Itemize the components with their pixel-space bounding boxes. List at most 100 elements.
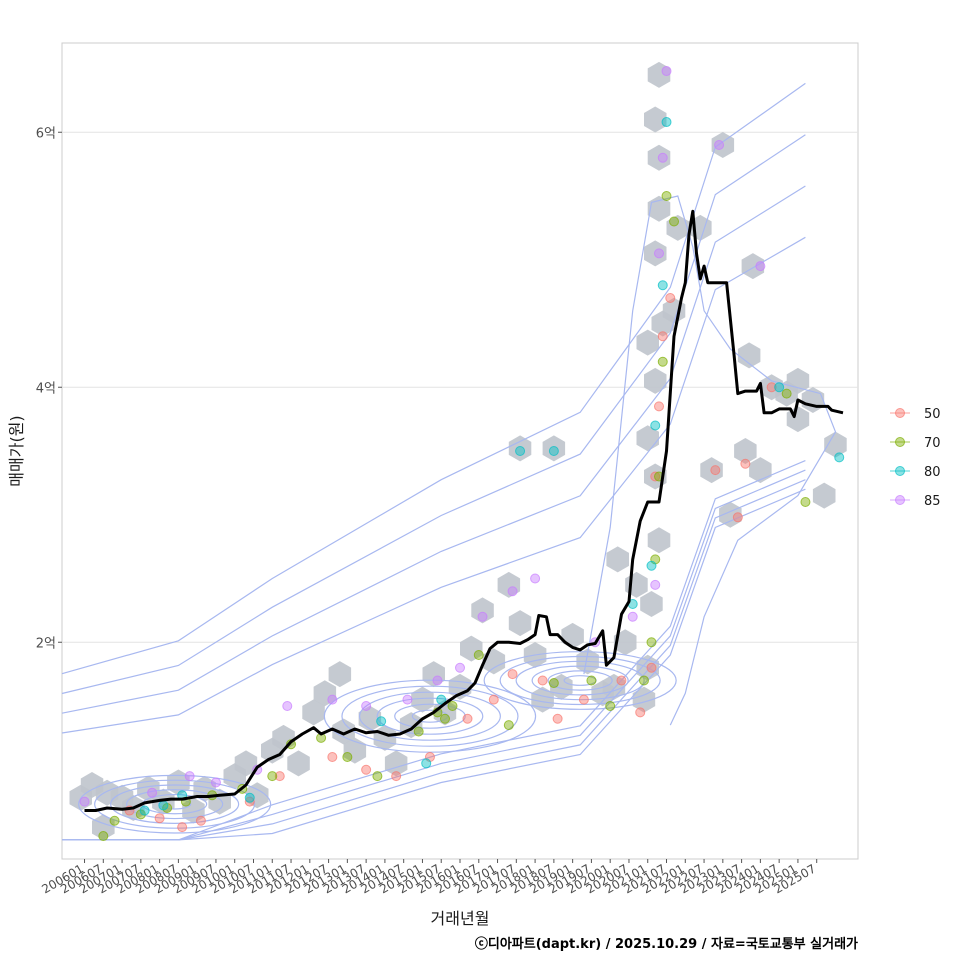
point-50-16 <box>616 675 627 686</box>
contour-envelope <box>583 195 837 726</box>
hexbin-74 <box>812 482 836 509</box>
contour-lower-2 <box>62 479 806 841</box>
hexbin-63 <box>700 457 723 484</box>
point-80-8 <box>646 560 657 571</box>
point-50-3 <box>195 815 206 826</box>
hexbin-66 <box>737 342 761 369</box>
contour-ring-8 <box>376 697 484 735</box>
y-axis-title: 매매가(원) <box>7 415 26 486</box>
point-50-22 <box>665 293 676 303</box>
point-80-15 <box>548 446 559 456</box>
point-80-14 <box>515 446 526 456</box>
y-tick-label-1: 4억 <box>36 381 56 396</box>
hexbin-67 <box>741 253 765 280</box>
point-50-26 <box>766 382 777 393</box>
hexbin-35 <box>508 610 532 637</box>
point-80-4 <box>376 716 387 727</box>
point-85-8 <box>402 694 413 705</box>
hexbin-31 <box>460 635 483 662</box>
hexbin-32 <box>471 597 494 624</box>
point-85-6 <box>327 694 338 705</box>
contour-ring-15 <box>515 660 645 701</box>
hexbin-75 <box>824 431 847 458</box>
point-70-11 <box>372 771 383 782</box>
legend-key-70 <box>895 437 905 447</box>
legend-label-50: 50 <box>924 407 941 422</box>
x-axis-title: 거래년월 <box>431 909 490 928</box>
point-50-19 <box>650 471 661 482</box>
hexbin-22 <box>343 737 367 764</box>
median-price-line <box>84 209 844 812</box>
point-70-19 <box>586 675 597 686</box>
point-80-3 <box>244 792 255 803</box>
contour-ring-9 <box>358 691 501 741</box>
point-80-13 <box>834 452 845 463</box>
hexbin-17 <box>287 750 310 777</box>
hexbin-57 <box>644 106 667 133</box>
hexbin-78 <box>606 546 629 573</box>
contour-upper-1 <box>61 185 806 714</box>
point-70-10 <box>342 752 353 762</box>
point-70-17 <box>503 720 514 731</box>
legend-key-80 <box>895 466 905 476</box>
point-50-15 <box>578 694 589 705</box>
point-50-7 <box>361 764 372 775</box>
point-70-12 <box>413 726 424 737</box>
point-85-21 <box>650 579 661 590</box>
legend-key-85 <box>895 495 905 505</box>
hexbin-48 <box>647 527 671 554</box>
point-50-23 <box>710 465 721 476</box>
contour-upper-2 <box>61 134 806 695</box>
contour-ring-10 <box>341 685 519 747</box>
point-70-20 <box>605 701 616 711</box>
hexbin-54 <box>644 240 667 267</box>
point-70-1 <box>109 815 120 826</box>
legend-label-85: 85 <box>924 494 941 509</box>
x-axis: 2006012006072007012007072008012008072009… <box>39 859 818 897</box>
point-80-0 <box>139 805 150 816</box>
legend-key-50 <box>895 408 905 418</box>
point-50-18 <box>646 662 657 673</box>
hexbin-25 <box>384 750 408 777</box>
point-85-9 <box>432 675 443 686</box>
point-85-2 <box>184 771 195 782</box>
point-70-25 <box>657 356 668 367</box>
point-85-15 <box>627 611 638 622</box>
point-50-6 <box>327 752 338 762</box>
point-80-10 <box>657 280 668 291</box>
point-80-12 <box>774 382 785 393</box>
point-85-13 <box>530 573 541 584</box>
hexbin-60 <box>666 214 689 241</box>
density-contours <box>61 82 837 841</box>
point-50-13 <box>537 675 548 686</box>
hexbin-21 <box>332 718 355 745</box>
point-50-8 <box>391 771 402 782</box>
point-85-3 <box>210 777 221 788</box>
hexbin-43 <box>613 629 637 656</box>
point-70-27 <box>669 216 680 227</box>
legend-label-70: 70 <box>924 436 941 451</box>
point-50-5 <box>274 771 285 782</box>
hexbin-58 <box>647 61 671 88</box>
point-50-2 <box>177 822 188 833</box>
point-85-10 <box>455 662 465 673</box>
point-70-21 <box>638 675 649 686</box>
point-70-18 <box>548 678 559 689</box>
point-85-0 <box>79 796 90 807</box>
point-50-20 <box>654 401 664 412</box>
point-50-17 <box>635 707 646 718</box>
source-caption: ⓒ디아파트(dapt.kr) / 2025.10.29 / 자료=국토교통부 실… <box>474 937 858 952</box>
contour-ring-13 <box>547 670 613 691</box>
contour-ring-5 <box>78 774 272 834</box>
point-80-6 <box>436 694 447 705</box>
contour-ring-16 <box>499 655 661 706</box>
point-85-19 <box>714 140 725 150</box>
hexbin-72 <box>786 367 810 394</box>
point-50-14 <box>552 713 563 724</box>
contour-ring-4 <box>94 779 256 829</box>
hexbin-3 <box>92 814 115 841</box>
contour-upper-0 <box>61 236 806 734</box>
hexbin-13 <box>234 750 258 777</box>
hexbin-47 <box>640 591 663 617</box>
point-50-4 <box>244 796 255 807</box>
